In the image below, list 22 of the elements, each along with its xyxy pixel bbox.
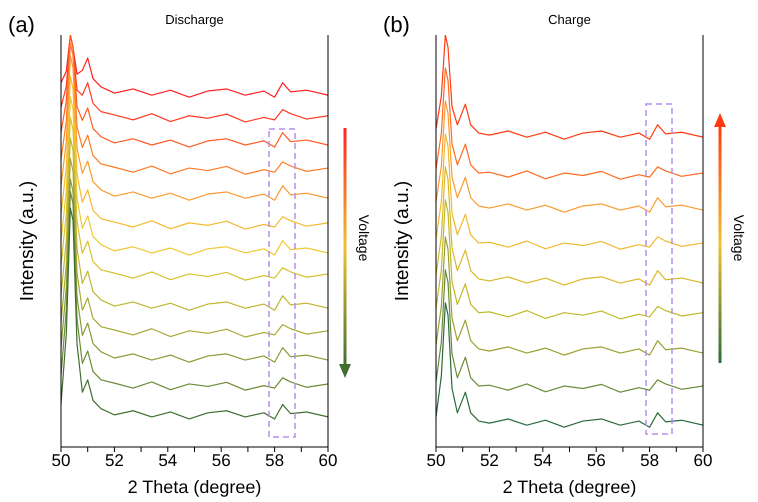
text: (b)	[383, 12, 410, 38]
x-axis-title: 2 Theta (degree)	[502, 477, 638, 498]
x-tick-label: 50	[52, 451, 70, 470]
x-tick-label: 60	[694, 451, 712, 470]
x-tick-label: 60	[318, 451, 338, 470]
x-axis-title: 2 Theta (degree)	[126, 477, 262, 498]
x-tick-label: 50	[426, 451, 446, 470]
x-tick-label: 58	[640, 451, 660, 470]
x-tick-label: 58	[265, 451, 284, 470]
chart-title: Discharge	[164, 12, 225, 27]
x-tick-label: 54	[533, 451, 552, 470]
y-axis-title: Intensity (a.u.)	[392, 180, 414, 302]
x-tick-label: 56	[586, 451, 606, 470]
text: (a)	[8, 12, 35, 38]
chart-title: Charge	[547, 12, 592, 27]
x-tick-label: 52	[480, 451, 499, 470]
x-tick-label: 52	[104, 451, 124, 470]
text: Voltage	[731, 214, 747, 262]
text: Voltage	[356, 214, 372, 262]
x-tick-label: 56	[212, 451, 231, 470]
y-axis-title: Intensity (a.u.)	[17, 180, 39, 302]
x-tick-label: 54	[158, 451, 178, 470]
